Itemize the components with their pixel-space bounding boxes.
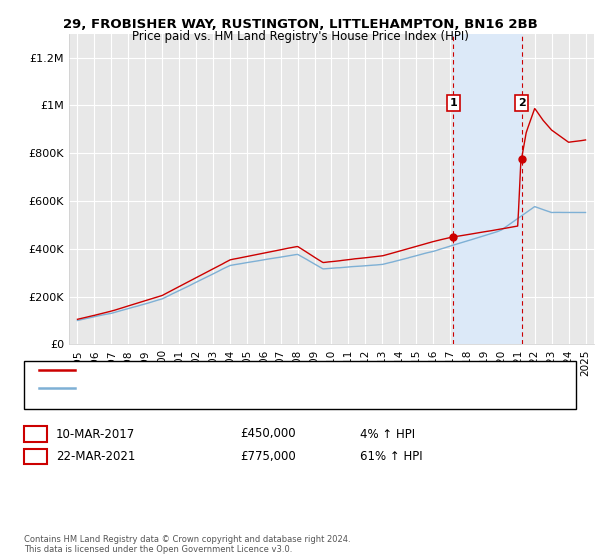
HPI: Average price, detached house, Arun: (2.02e+03, 5.76e+05): Average price, detached house, Arun: (2.… — [531, 203, 538, 210]
Text: 2: 2 — [31, 450, 40, 463]
Line: 29, FROBISHER WAY, RUSTINGTON, LITTLEHAMPTON, BN16 2BB (detached house): 29, FROBISHER WAY, RUSTINGTON, LITTLEHAM… — [77, 109, 586, 319]
29, FROBISHER WAY, RUSTINGTON, LITTLEHAMPTON, BN16 2BB (detached house) — [582, 137, 589, 143]
Text: £775,000: £775,000 — [240, 450, 296, 463]
Text: £450,000: £450,000 — [240, 427, 296, 441]
HPI: Average price, detached house, Arun: (2.02e+03, 4.24e+05): Average price, detached house, Arun: (2.… — [457, 240, 464, 246]
29, FROBISHER WAY, RUSTINGTON, LITTLEHAMPTON, BN16 2BB (detached house) — [413, 243, 421, 250]
29, FROBISHER WAY, RUSTINGTON, LITTLEHAMPTON, BN16 2BB (detached house) — [457, 232, 464, 239]
Text: HPI: Average price, detached house, Arun: HPI: Average price, detached house, Arun — [84, 383, 302, 393]
Text: 61% ↑ HPI: 61% ↑ HPI — [360, 450, 422, 463]
HPI: Average price, detached house, Arun: (2e+03, 2.01e+05): Average price, detached house, Arun: (2e… — [164, 293, 171, 300]
Text: 22-MAR-2021: 22-MAR-2021 — [56, 450, 135, 463]
29, FROBISHER WAY, RUSTINGTON, LITTLEHAMPTON, BN16 2BB (detached house) — [205, 268, 212, 275]
Text: 2: 2 — [518, 98, 526, 108]
HPI: Average price, detached house, Arun: (2.02e+03, 3.72e+05): Average price, detached house, Arun: (2.… — [413, 252, 421, 259]
Text: 1: 1 — [31, 427, 40, 441]
Bar — [453, 34, 521, 344]
Text: Contains HM Land Registry data © Crown copyright and database right 2024.
This d: Contains HM Land Registry data © Crown c… — [24, 535, 350, 554]
Text: 4% ↑ HPI: 4% ↑ HPI — [360, 427, 415, 441]
Text: Price paid vs. HM Land Registry's House Price Index (HPI): Price paid vs. HM Land Registry's House … — [131, 30, 469, 43]
Line: HPI: Average price, detached house, Arun: HPI: Average price, detached house, Arun — [77, 207, 586, 320]
Text: 29, FROBISHER WAY, RUSTINGTON, LITTLEHAMPTON, BN16 2BB (detached house): 29, FROBISHER WAY, RUSTINGTON, LITTLEHAM… — [84, 365, 509, 375]
29, FROBISHER WAY, RUSTINGTON, LITTLEHAMPTON, BN16 2BB (detached house) — [531, 105, 538, 112]
29, FROBISHER WAY, RUSTINGTON, LITTLEHAMPTON, BN16 2BB (detached house) — [74, 316, 81, 323]
Text: 29, FROBISHER WAY, RUSTINGTON, LITTLEHAMPTON, BN16 2BB: 29, FROBISHER WAY, RUSTINGTON, LITTLEHAM… — [62, 18, 538, 31]
HPI: Average price, detached house, Arun: (2.02e+03, 5.52e+05): Average price, detached house, Arun: (2.… — [582, 209, 589, 216]
Text: 10-MAR-2017: 10-MAR-2017 — [56, 427, 135, 441]
Text: 1: 1 — [449, 98, 457, 108]
29, FROBISHER WAY, RUSTINGTON, LITTLEHAMPTON, BN16 2BB (detached house) — [164, 290, 171, 296]
29, FROBISHER WAY, RUSTINGTON, LITTLEHAMPTON, BN16 2BB (detached house) — [304, 249, 311, 256]
HPI: Average price, detached house, Arun: (2.01e+03, 3.54e+05): Average price, detached house, Arun: (2.… — [304, 256, 311, 263]
29, FROBISHER WAY, RUSTINGTON, LITTLEHAMPTON, BN16 2BB (detached house) — [373, 253, 380, 260]
HPI: Average price, detached house, Arun: (2e+03, 2.85e+05): Average price, detached house, Arun: (2e… — [205, 273, 212, 279]
HPI: Average price, detached house, Arun: (2e+03, 1e+05): Average price, detached house, Arun: (2e… — [74, 317, 81, 324]
HPI: Average price, detached house, Arun: (2.01e+03, 3.32e+05): Average price, detached house, Arun: (2.… — [373, 262, 380, 268]
